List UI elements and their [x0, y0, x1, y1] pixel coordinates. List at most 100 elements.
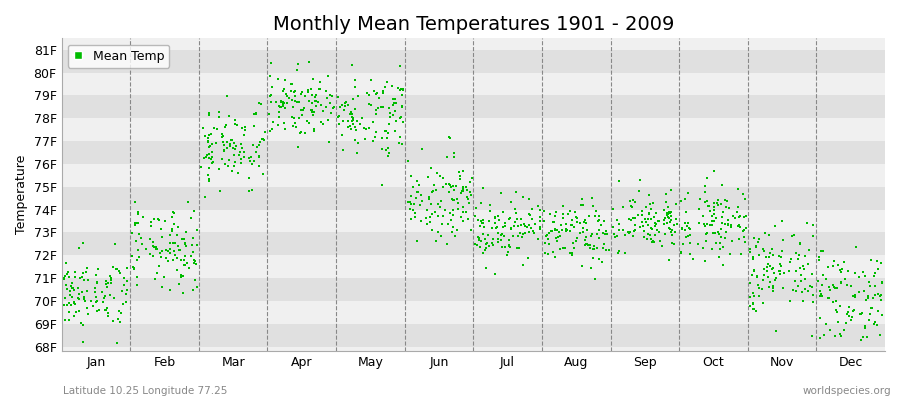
Point	[379, 147, 393, 153]
Point	[660, 212, 674, 218]
Point	[751, 274, 765, 280]
Point	[431, 213, 446, 219]
Point	[360, 90, 374, 96]
Point	[98, 307, 112, 314]
Point	[811, 278, 825, 284]
Point	[298, 92, 312, 99]
Point	[230, 121, 244, 128]
Point	[264, 60, 278, 67]
Point	[531, 202, 545, 209]
Point	[158, 254, 173, 261]
Point	[76, 240, 91, 246]
Point	[459, 209, 473, 216]
Point	[502, 216, 517, 222]
Point	[212, 166, 227, 172]
Point	[368, 111, 382, 117]
Point	[104, 275, 118, 281]
Point	[516, 194, 530, 200]
Point	[395, 141, 410, 148]
Point	[670, 200, 684, 207]
Point	[406, 184, 420, 190]
Point	[320, 73, 335, 80]
Point	[358, 136, 373, 142]
Point	[336, 132, 350, 138]
Point	[171, 243, 185, 249]
Point	[548, 234, 562, 241]
Point	[871, 308, 886, 314]
Point	[130, 274, 144, 280]
Point	[166, 221, 181, 228]
Point	[657, 207, 671, 213]
Point	[145, 243, 159, 250]
Point	[214, 134, 229, 140]
Point	[228, 146, 242, 152]
Point	[564, 252, 579, 258]
Point	[91, 266, 105, 272]
Point	[376, 90, 391, 96]
Point	[324, 110, 338, 116]
Point	[525, 216, 539, 222]
Point	[201, 172, 215, 178]
Point	[114, 288, 129, 294]
Point	[556, 244, 571, 251]
Point	[756, 246, 770, 252]
Point	[378, 128, 392, 134]
Point	[479, 244, 493, 251]
Point	[747, 267, 761, 273]
Point	[488, 271, 502, 277]
Point	[304, 109, 319, 115]
Point	[745, 300, 760, 307]
Point	[747, 235, 761, 241]
Point	[484, 225, 499, 231]
Point	[420, 220, 435, 227]
Point	[731, 204, 745, 210]
Point	[99, 284, 113, 290]
Point	[120, 287, 134, 293]
Point	[761, 284, 776, 291]
Point	[446, 196, 460, 202]
Bar	[61, 278, 885, 301]
Point	[555, 227, 570, 233]
Point	[508, 189, 523, 196]
Point	[447, 187, 462, 193]
Point	[220, 139, 234, 146]
Point	[522, 196, 536, 202]
Point	[657, 217, 671, 223]
Point	[177, 236, 192, 242]
Point	[58, 295, 72, 302]
Point	[813, 335, 827, 341]
Point	[805, 333, 819, 339]
Point	[103, 292, 117, 299]
Point	[611, 250, 625, 257]
Point	[202, 175, 216, 182]
Point	[678, 227, 692, 233]
Point	[768, 277, 782, 284]
Point	[711, 196, 725, 203]
Point	[501, 243, 516, 249]
Point	[386, 96, 400, 102]
Point	[670, 221, 684, 228]
Point	[788, 268, 803, 274]
Point	[408, 210, 422, 216]
Point	[189, 261, 203, 268]
Point	[502, 243, 517, 250]
Point	[796, 263, 811, 269]
Point	[626, 233, 641, 239]
Point	[524, 225, 538, 231]
Point	[732, 214, 746, 220]
Point	[446, 211, 460, 218]
Point	[75, 289, 89, 295]
Point	[456, 186, 471, 192]
Point	[662, 210, 676, 217]
Point	[412, 202, 427, 208]
Point	[580, 241, 594, 247]
Point	[502, 237, 517, 243]
Point	[641, 216, 655, 222]
Point	[832, 302, 847, 309]
Point	[869, 258, 884, 264]
Point	[67, 287, 81, 293]
Point	[772, 252, 787, 259]
Point	[861, 317, 876, 324]
Point	[384, 83, 399, 90]
Point	[502, 241, 517, 248]
